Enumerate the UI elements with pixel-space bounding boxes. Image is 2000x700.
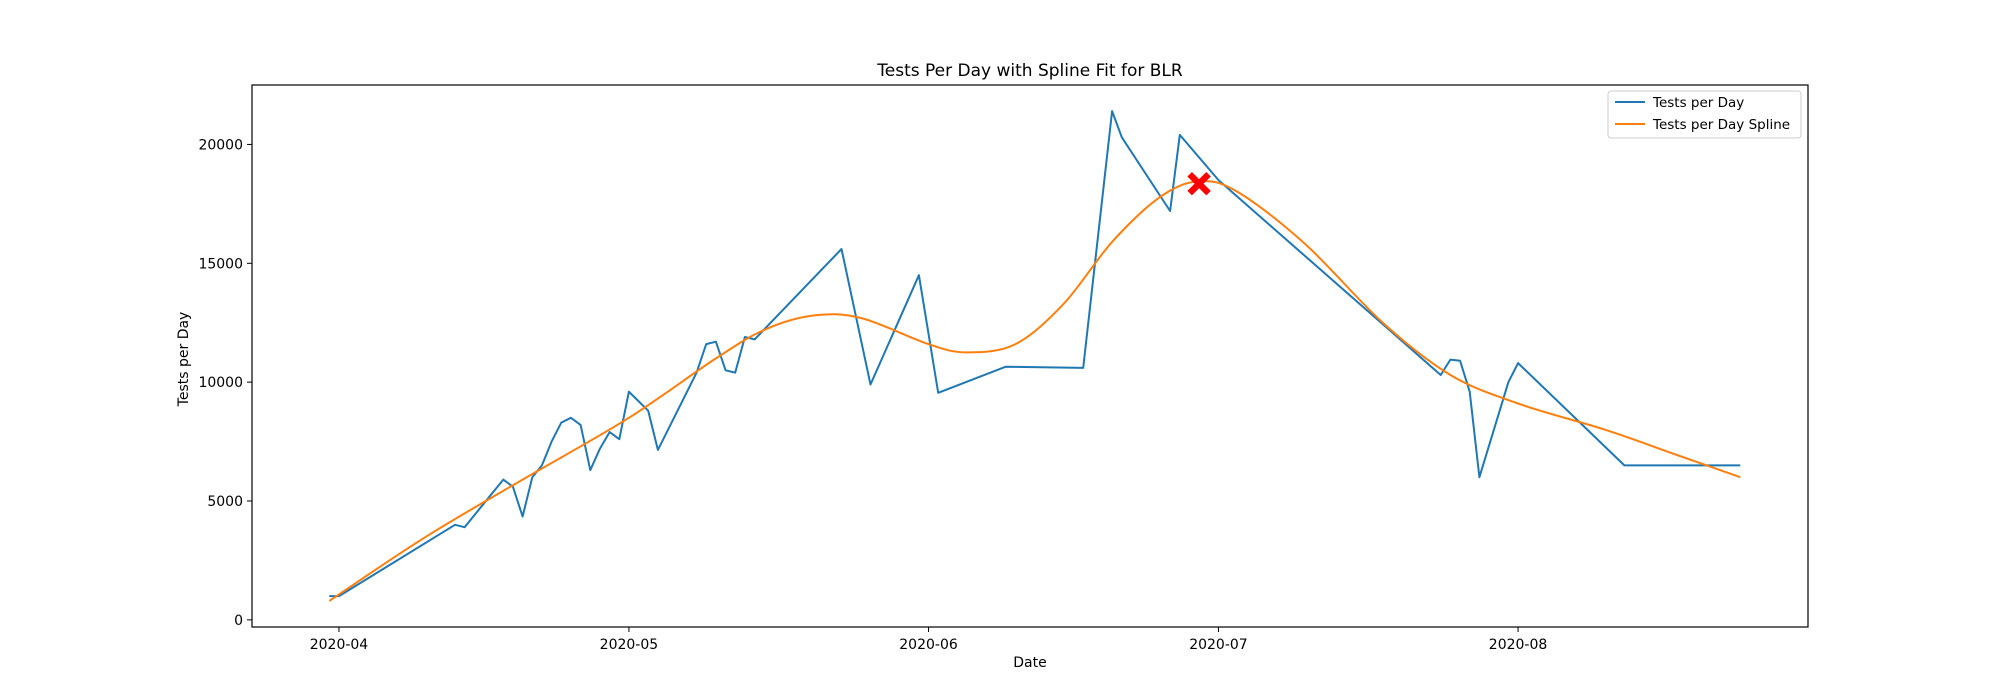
marker-layer (1187, 171, 1211, 196)
legend-box (1607, 90, 1802, 139)
legend: Tests per Day Tests per Day Spline (1607, 90, 1802, 139)
series-layer (328, 110, 1741, 602)
chart-title: Tests Per Day with Spline Fit for BLR (876, 61, 1183, 81)
y-tick-label: 0 (234, 613, 243, 629)
y-tick-label: 5000 (207, 494, 243, 510)
plot-frame (251, 84, 1809, 628)
y-axis-title: Tests per Day (176, 312, 192, 408)
x-tick-label: 2020-04 (310, 637, 369, 653)
x-tick-label: 2020-07 (1189, 637, 1248, 653)
x-axis: 2020-04 2020-05 2020-06 2020-07 2020-08 (310, 627, 1548, 653)
y-tick-label: 10000 (198, 375, 243, 391)
legend-label-spline: Tests per Day Spline (1652, 117, 1790, 133)
peak-marker-x (1187, 171, 1211, 196)
series-line-spline (328, 180, 1741, 602)
y-tick-label: 20000 (198, 137, 243, 153)
y-axis: 0 5000 10000 15000 20000 (198, 137, 252, 629)
x-tick-label: 2020-08 (1489, 637, 1548, 653)
legend-label-tests-per-day: Tests per Day (1652, 95, 1744, 111)
x-tick-label: 2020-06 (899, 637, 958, 653)
x-axis-title: Date (1013, 655, 1046, 671)
y-tick-label: 15000 (198, 256, 243, 272)
x-tick-label: 2020-05 (600, 637, 659, 653)
